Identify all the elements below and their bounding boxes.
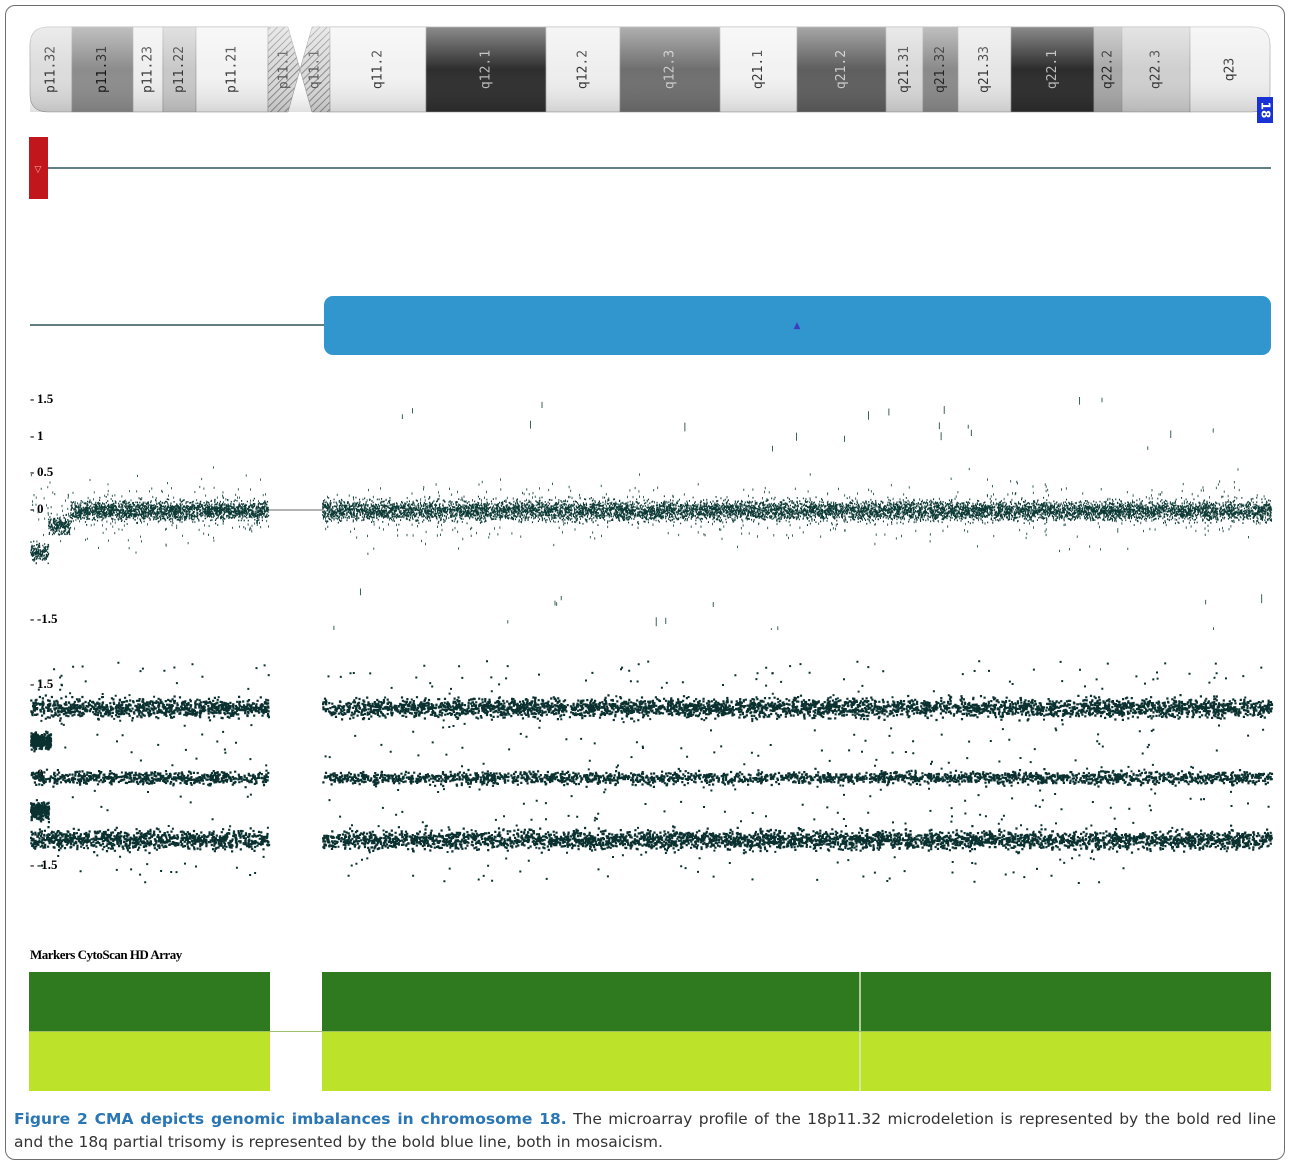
markers-p-light — [29, 1032, 270, 1091]
markers-title: Markers CytoScan HD Array — [30, 947, 182, 962]
caption-text: The microarray profile of the 18p11.32 m… — [14, 1110, 1276, 1151]
band-q22.3: q22.3 — [1121, 26, 1191, 113]
band-label-q21.31: q21.31 — [897, 46, 912, 93]
markers-q-dark — [322, 972, 1271, 1031]
log2-tick-1: - 1 — [30, 428, 44, 443]
band-q21.1: q21.1 — [719, 26, 798, 113]
band-p11.32: p11.32 — [29, 26, 73, 113]
band-p11.23: p11.23 — [132, 26, 164, 113]
deletion-segment[interactable] — [29, 137, 48, 199]
band-label-q21.32: q21.32 — [933, 46, 948, 93]
gain-icon: ▲ — [794, 321, 801, 331]
markers-track — [29, 972, 1271, 1091]
band-label-p11.22: p11.22 — [172, 46, 187, 93]
log2-tick-1.5: - 1.5 — [30, 391, 54, 406]
band-q21.33: q21.33 — [957, 26, 1012, 113]
band-p11.22: p11.22 — [162, 26, 197, 113]
log2-points — [30, 397, 1273, 630]
band-q22.2: q22.2 — [1093, 26, 1123, 113]
band-q21.32: q21.32 — [922, 26, 959, 113]
band-q22.1: q22.1 — [1010, 26, 1095, 113]
band-label-q11.1: q11.1 — [308, 50, 323, 89]
band-q11.2: q11.2 — [329, 26, 427, 113]
band-label-q11.2: q11.2 — [371, 50, 386, 89]
allele-tick-minus-1.5: - -1.5 — [30, 857, 58, 872]
band-label-q12.3: q12.3 — [663, 50, 678, 89]
band-q12.3: q12.3 — [619, 26, 721, 113]
deletion-icon: ▽ — [35, 165, 42, 175]
band-label-p11.23: p11.23 — [141, 46, 156, 93]
band-p11.21: p11.21 — [195, 26, 269, 113]
log2-tick-0: - 0 — [30, 501, 44, 516]
band-q12.2: q12.2 — [545, 26, 621, 113]
band-label-p11.32: p11.32 — [44, 46, 59, 93]
markers-q-light — [322, 1032, 1271, 1091]
figure-caption: Figure 2 CMA depicts genomic imbalances … — [14, 1108, 1276, 1154]
allele-tick-1.5: - 1.5 — [30, 676, 54, 691]
band-p11.31: p11.31 — [71, 26, 134, 113]
gain-segment[interactable] — [324, 296, 1271, 355]
band-q11.1: q11.1 — [299, 26, 331, 113]
band-label-p11.1: p11.1 — [277, 50, 292, 89]
log2-tick-0.5: - 0.5 — [30, 464, 54, 479]
band-label-q22.1: q22.1 — [1045, 50, 1060, 89]
log2-ratio-plot — [30, 397, 1273, 630]
band-label-q22.3: q22.3 — [1149, 50, 1164, 89]
band-label-q23: q23 — [1223, 58, 1238, 81]
chromosome-number-badge — [1257, 97, 1273, 123]
band-label-q21.33: q21.33 — [977, 46, 992, 93]
log2-tick-minus-1.5: - -1.5 — [30, 611, 58, 626]
band-q21.31: q21.31 — [885, 26, 924, 113]
band-label-q21.2: q21.2 — [834, 50, 849, 89]
chromosome-ideogram: p11.32 p11.31 p11.23 p11.22 p11.21 p11.1 q11.1… — [29, 26, 1273, 123]
markers-p-dark — [29, 972, 270, 1031]
band-label-q12.2: q12.2 — [576, 50, 591, 89]
band-label-q12.1: q12.1 — [479, 50, 494, 89]
band-q12.1: q12.1 — [425, 26, 547, 113]
allele-difference-plot — [30, 660, 1274, 884]
chromosome-number: 18 — [1259, 102, 1273, 119]
band-label-p11.21: p11.21 — [225, 46, 240, 93]
band-label-p11.31: p11.31 — [95, 46, 110, 93]
allele-points — [30, 660, 1274, 884]
band-p11.1: p11.1 — [267, 26, 301, 113]
caption-label: Figure 2 CMA depicts genomic imbalances … — [14, 1110, 567, 1128]
band-label-q21.1: q21.1 — [751, 50, 766, 89]
band-label-q22.2: q22.2 — [1101, 50, 1116, 89]
figure-frame — [5, 5, 1285, 1160]
band-q21.2: q21.2 — [796, 26, 887, 113]
cnv-track: ▽ ▲ — [29, 137, 1271, 355]
